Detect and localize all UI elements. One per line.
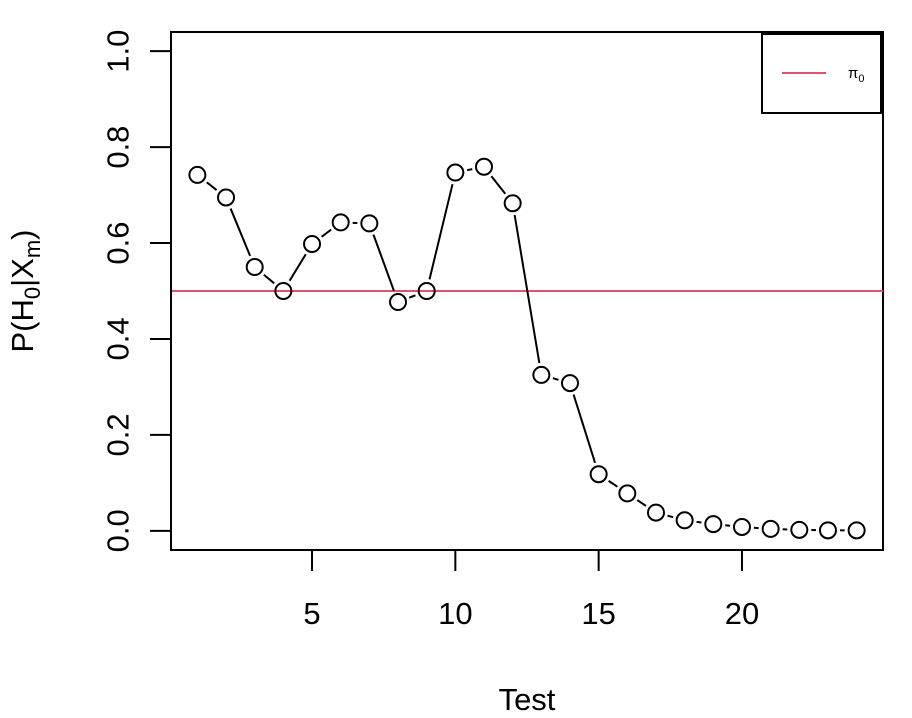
x-axis-title: Test: [499, 682, 556, 717]
series-points: [188, 157, 866, 540]
data-point: [790, 520, 809, 539]
series-segment: [490, 175, 507, 195]
data-point: [732, 517, 751, 536]
series-segment: [552, 377, 559, 381]
series-segment: [608, 480, 618, 488]
data-point: [303, 234, 322, 253]
y-tick-label: 0.2: [101, 413, 136, 456]
data-point: [589, 465, 608, 484]
data-point: [389, 293, 408, 312]
series-segment: [667, 514, 674, 519]
series-segment: [263, 273, 275, 285]
data-point: [503, 194, 522, 213]
data-point: [560, 374, 579, 393]
data-point: [446, 163, 465, 182]
series-segment: [696, 520, 702, 524]
data-point: [417, 282, 436, 300]
y-axis: 0.0 0.2 0.4 0.6 0.8 1.0: [101, 30, 172, 552]
x-tick-label: 20: [725, 596, 759, 631]
x-tick-label: 5: [303, 596, 320, 631]
series-segment: [572, 394, 597, 464]
data-point: [761, 519, 780, 538]
legend: π0: [761, 33, 882, 114]
data-point: [245, 258, 264, 277]
x-tick-label: 10: [438, 596, 472, 631]
series-segment: [229, 208, 252, 257]
y-tick-label: 0.0: [101, 509, 136, 552]
data-point: [847, 521, 866, 540]
series-segment: [288, 253, 307, 282]
data-point: [704, 515, 723, 534]
data-point: [818, 521, 837, 540]
data-point: [217, 188, 236, 207]
data-point: [646, 503, 665, 522]
y-tick-label: 0.8: [101, 126, 136, 169]
series-connectors: [206, 168, 845, 532]
data-point: [188, 165, 207, 184]
x-tick-label: 15: [581, 596, 615, 631]
data-point: [274, 282, 293, 300]
data-point: [360, 214, 379, 233]
series-segment: [513, 214, 541, 364]
data-point: [331, 213, 350, 232]
series-segment: [428, 183, 454, 280]
series-segment: [636, 499, 647, 507]
y-axis-title: P(H0|Xm): [5, 229, 45, 352]
series-segment: [372, 234, 395, 292]
x-axis: 5 10 15 20: [303, 549, 759, 631]
data-point: [532, 365, 551, 384]
data-point: [475, 157, 494, 176]
series-segment: [206, 181, 218, 191]
series-segment: [466, 168, 473, 172]
y-tick-label: 0.4: [101, 317, 136, 360]
y-tick-label: 1.0: [101, 30, 136, 73]
series-segment: [321, 228, 332, 238]
data-point: [675, 511, 694, 530]
data-point: [618, 484, 637, 503]
series-segment: [408, 294, 416, 299]
legend-label: π0: [848, 65, 864, 85]
y-tick-label: 0.6: [101, 221, 136, 264]
